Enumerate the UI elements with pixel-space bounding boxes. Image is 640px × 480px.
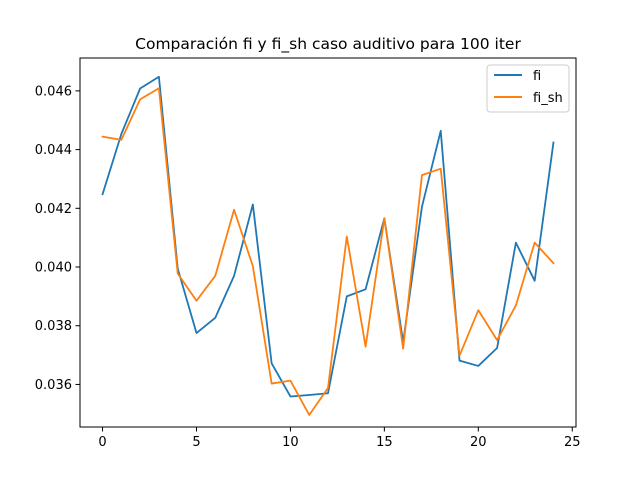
y-tick-label: 0.040: [35, 261, 72, 276]
y-tick-label: 0.044: [35, 143, 72, 158]
x-tick-label: 0: [98, 435, 106, 450]
y-tick-label: 0.042: [35, 202, 72, 217]
y-tick-label: 0.036: [35, 378, 72, 393]
chart-title: Comparación fi y fi_sh caso auditivo par…: [135, 35, 521, 54]
x-tick-label: 25: [564, 435, 581, 450]
x-tick-label: 10: [282, 435, 299, 450]
x-tick-label: 15: [376, 435, 393, 450]
y-tick-label: 0.038: [35, 319, 72, 334]
legend: fi fi_sh: [487, 65, 569, 112]
x-tick-label: 5: [192, 435, 200, 450]
y-tick-label: 0.046: [35, 84, 72, 99]
legend-label-fi: fi: [533, 69, 541, 84]
x-tick-label: 20: [470, 435, 487, 450]
legend-label-fi-sh: fi_sh: [533, 91, 563, 106]
